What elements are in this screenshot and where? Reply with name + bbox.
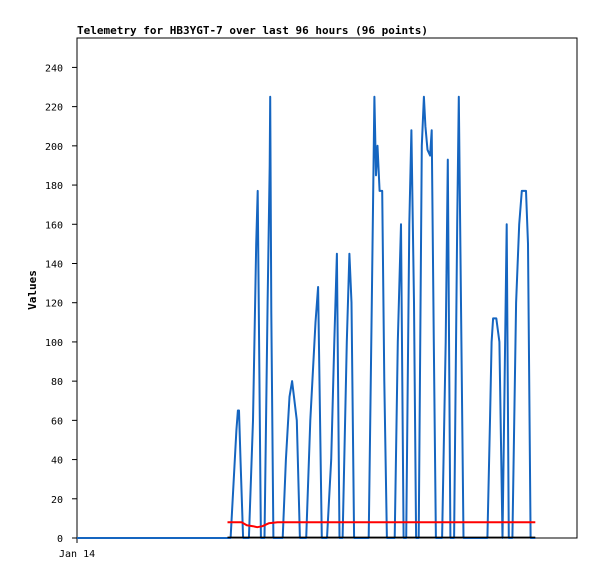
series-line-0 bbox=[77, 95, 536, 539]
y-tick-label-140: 140 bbox=[45, 259, 63, 270]
y-tick-label-20: 20 bbox=[51, 495, 63, 506]
y-tick-label-100: 100 bbox=[45, 338, 63, 349]
x-tick-label-0: Jan 14 bbox=[59, 549, 95, 560]
y-tick-label-40: 40 bbox=[51, 456, 63, 467]
chart-title: Telemetry for HB3YGT-7 over last 96 hour… bbox=[77, 24, 428, 37]
y-tick-label-220: 220 bbox=[45, 103, 63, 114]
y-tick-label-60: 60 bbox=[51, 416, 63, 427]
series-line-1 bbox=[227, 521, 536, 529]
y-tick-label-0: 0 bbox=[57, 534, 63, 545]
y-tick-label-80: 80 bbox=[51, 377, 63, 388]
y-tick-label-200: 200 bbox=[45, 142, 63, 153]
y-tick-label-120: 120 bbox=[45, 299, 63, 310]
y-tick-label-240: 240 bbox=[45, 63, 63, 74]
y-axis-label: Values bbox=[26, 270, 39, 310]
y-tick-label-160: 160 bbox=[45, 220, 63, 231]
y-tick-label-180: 180 bbox=[45, 181, 63, 192]
plot-area bbox=[76, 37, 578, 539]
